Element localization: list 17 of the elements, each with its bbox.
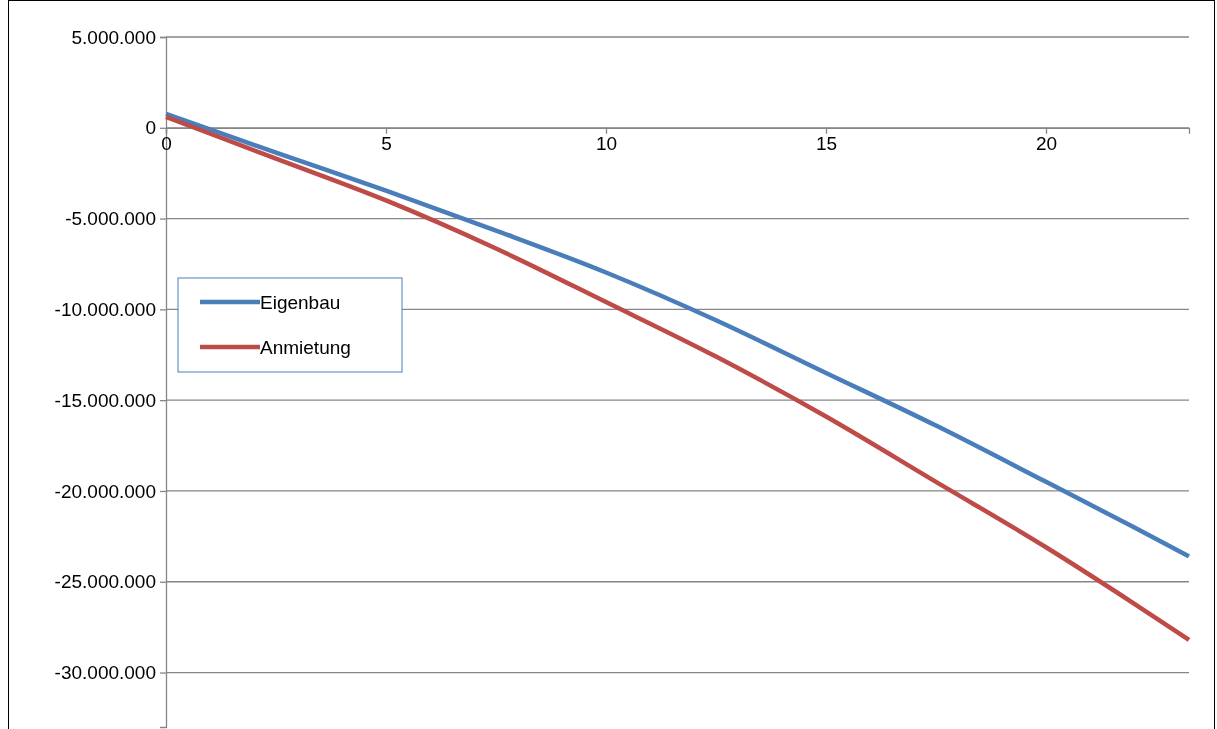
line-series: [163, 111, 1192, 559]
x-tick-label: 20: [1035, 133, 1058, 155]
y-tick-label: 5.000.000: [71, 26, 156, 48]
x-tick-label: 10: [595, 133, 618, 155]
y-tick-label: 0: [145, 117, 156, 139]
x-tick-label: 15: [815, 133, 838, 155]
y-tick-label: -15.000.000: [54, 389, 156, 411]
legend-label: Eigenbau: [260, 292, 341, 313]
legend-label: Anmietung: [260, 337, 351, 358]
y-tick-label: -20.000.000: [54, 480, 156, 502]
y-tick-label: -5.000.000: [65, 208, 156, 230]
x-tick-label: 0: [161, 133, 172, 155]
y-tick-label: -30.000.000: [54, 662, 156, 684]
y-tick-label: -25.000.000: [54, 571, 156, 593]
y-tick-label: -10.000.000: [54, 298, 156, 320]
x-tick-label: 5: [381, 133, 392, 155]
line-series: [163, 114, 1192, 643]
